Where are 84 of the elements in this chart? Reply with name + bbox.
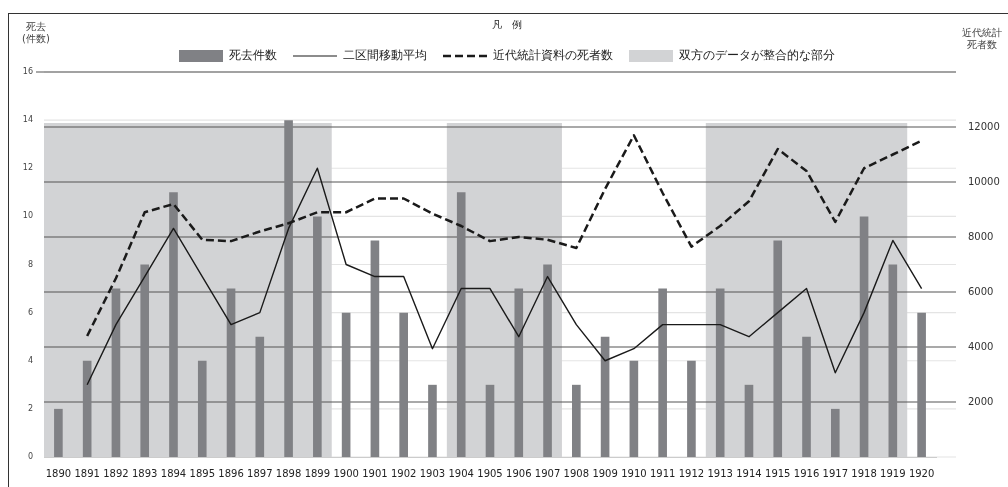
y-tick-label: 16	[22, 67, 33, 77]
bar	[715, 288, 725, 457]
bar	[687, 360, 696, 457]
bar	[169, 192, 178, 457]
y2-tick-label: 4000	[968, 340, 994, 352]
bar	[859, 216, 869, 457]
x-tick-label: 1913	[707, 467, 733, 479]
y-tick-label: 2	[27, 403, 33, 413]
x-tick-label: 1904	[448, 467, 474, 479]
x-tick-label: 1919	[880, 467, 906, 479]
x-tick-label: 1915	[765, 467, 791, 479]
y2-tick-label: 12000	[968, 120, 1000, 132]
legend-label: 死去件数	[229, 48, 277, 63]
x-tick-label: 1903	[419, 467, 446, 479]
legend-title: 凡 例	[492, 18, 522, 30]
y-tick-label: 4	[27, 355, 33, 365]
bar	[226, 288, 236, 457]
x-tick-label: 1908	[563, 467, 590, 479]
bar	[572, 384, 581, 457]
bar	[255, 336, 265, 457]
y2-tick-label: 8000	[968, 230, 994, 242]
bar	[830, 408, 840, 457]
x-tick-label: 1905	[477, 467, 503, 479]
x-tick-label: 1914	[736, 467, 762, 479]
legend-label: 近代統計資料の死者数	[493, 48, 613, 63]
x-tick-label: 1917	[822, 467, 849, 479]
x-tick-label: 1900	[333, 467, 359, 479]
x-tick-label: 1890	[45, 467, 72, 479]
x-tick-label: 1910	[621, 467, 647, 479]
bar	[313, 216, 322, 457]
bar	[543, 264, 552, 457]
x-tick-label: 1912	[678, 467, 705, 479]
x-tick-label: 1920	[908, 467, 935, 479]
x-tick-label: 1898	[275, 467, 302, 479]
x-tick-label: 1909	[592, 467, 618, 479]
x-tick-label: 1918	[851, 467, 877, 479]
bar	[456, 192, 466, 457]
y2-axis-title: 近代統計死者数	[960, 27, 1004, 51]
y-tick-label: 0	[27, 452, 33, 462]
bar	[284, 120, 293, 457]
y2-tick-label: 6000	[968, 285, 994, 297]
legend-label: 二区間移動平均	[343, 48, 427, 63]
bar	[111, 288, 121, 457]
bar	[197, 360, 207, 457]
x-tick-label: 1901	[362, 467, 388, 479]
bar	[54, 408, 63, 457]
x-tick-label: 1907	[534, 467, 561, 479]
bar	[888, 264, 898, 457]
bar	[514, 288, 524, 457]
bar	[658, 288, 667, 457]
bar	[773, 240, 783, 457]
x-tick-label: 1911	[649, 467, 676, 479]
y-tick-label: 10	[22, 211, 33, 221]
legend-label: 双方のデータが整合的な部分	[679, 48, 835, 63]
y2-tick-label: 2000	[968, 395, 994, 407]
x-tick-label: 1893	[131, 467, 158, 479]
x-tick-label: 1894	[160, 467, 187, 479]
x-tick-label: 1896	[218, 467, 244, 479]
bar	[399, 312, 408, 457]
bar	[370, 240, 380, 457]
x-tick-label: 1891	[74, 467, 100, 479]
bar	[802, 336, 811, 457]
x-tick-label: 1916	[793, 467, 820, 479]
bar	[600, 336, 610, 457]
bar	[82, 360, 92, 457]
y2-tick-label: 10000	[968, 175, 1000, 187]
x-tick-label: 1899	[304, 467, 331, 479]
bar	[917, 312, 926, 457]
x-tick-label: 1892	[103, 467, 129, 479]
y-tick-label: 6	[27, 307, 33, 317]
bar	[428, 384, 437, 457]
bar	[744, 384, 754, 457]
y-tick-label: 12	[22, 163, 33, 173]
x-tick-label: 1906	[506, 467, 532, 479]
y-axis-title: 死去 (件数)	[22, 21, 50, 45]
y-tick-label: 14	[22, 115, 33, 125]
bar	[341, 312, 351, 457]
x-tick-label: 1902	[390, 467, 417, 479]
bar	[140, 264, 150, 457]
bar	[485, 384, 495, 457]
bar	[629, 360, 639, 457]
x-tick-label: 1897	[247, 467, 273, 479]
x-tick-label: 1895	[189, 467, 215, 479]
y-tick-label: 8	[27, 259, 33, 269]
